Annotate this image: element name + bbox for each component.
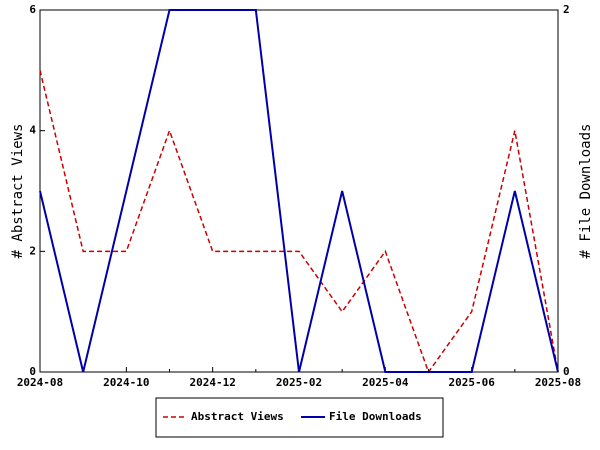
legend-box xyxy=(155,397,444,438)
legend-label: File Downloads xyxy=(329,410,422,423)
series-line xyxy=(39,70,559,374)
y-tick-label: 6 xyxy=(29,3,36,16)
x-tick-label: 2025-06 xyxy=(448,376,495,389)
y-axis-title: # Abstract Views xyxy=(10,124,26,259)
x-tick-label: 2024-12 xyxy=(189,376,235,389)
x-tick-label: 2024-08 xyxy=(17,376,63,389)
x-tick-label: 2024-10 xyxy=(103,376,149,389)
y-tick-label: 4 xyxy=(29,124,36,137)
y2-axis-title: # File Downloads xyxy=(578,124,594,259)
x-tick-label: 2025-04 xyxy=(362,376,409,389)
series-line xyxy=(39,9,559,373)
legend-label: Abstract Views xyxy=(191,410,284,423)
y-tick-label: 2 xyxy=(29,244,36,257)
y-tick-label: 0 xyxy=(29,365,36,378)
x-tick-label: 2025-02 xyxy=(276,376,322,389)
y2-tick-label: 2 xyxy=(563,3,570,16)
y2-tick-label: 0 xyxy=(563,365,570,378)
x-tick-label: 2025-08 xyxy=(535,376,581,389)
plot-frame xyxy=(39,9,559,373)
